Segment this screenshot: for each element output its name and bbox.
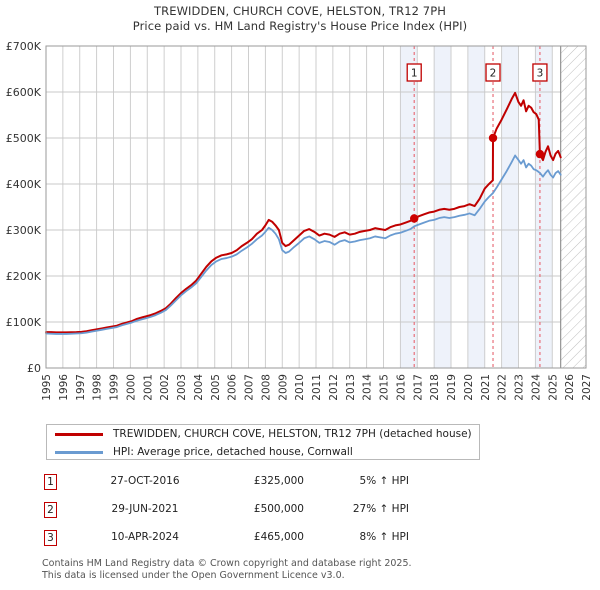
svg-text:2003: 2003 [176, 374, 188, 401]
svg-text:£100K: £100K [6, 316, 42, 329]
chart-title-block: TREWIDDEN, CHURCH COVE, HELSTON, TR12 7P… [0, 4, 600, 34]
svg-text:2002: 2002 [159, 374, 171, 401]
svg-text:2016: 2016 [395, 374, 407, 401]
transaction-hpi-delta: 27% ↑ HPI [352, 503, 409, 515]
svg-text:2011: 2011 [311, 374, 323, 401]
svg-text:1996: 1996 [58, 374, 70, 401]
page-subtitle: Price paid vs. HM Land Registry's House … [132, 19, 468, 33]
transaction-marker-badges: 1 2 3 [406, 63, 548, 82]
footer-line-1: Contains HM Land Registry data © Crown c… [42, 558, 412, 569]
svg-text:2018: 2018 [429, 374, 441, 401]
svg-text:1995: 1995 [41, 374, 53, 401]
transaction-price: £465,000 [253, 531, 304, 543]
svg-text:2014: 2014 [362, 374, 374, 401]
table-row: 3 10-APR-2024 £465,000 8% ↑ HPI [44, 528, 464, 556]
svg-text:2005: 2005 [210, 374, 222, 401]
svg-text:2: 2 [490, 68, 497, 80]
series-lines [45, 91, 562, 335]
svg-text:£600K: £600K [6, 86, 42, 99]
svg-text:2013: 2013 [345, 374, 357, 401]
page-title: TREWIDDEN, CHURCH COVE, HELSTON, TR12 7P… [153, 4, 446, 18]
svg-text:2024: 2024 [530, 374, 542, 401]
transactions-table: 1 27-OCT-2016 £325,000 5% ↑ HPI 2 29-JUN-2021… [44, 472, 464, 556]
svg-text:2000: 2000 [125, 374, 137, 401]
svg-text:1: 1 [411, 68, 418, 80]
svg-text:1999: 1999 [109, 374, 121, 401]
transaction-date: 29-JUN-2021 [111, 503, 179, 515]
table-row: 2 29-JUN-2021 £500,000 27% ↑ HPI [44, 500, 464, 528]
svg-text:2022: 2022 [497, 374, 509, 401]
attribution-footer: Contains HM Land Registry data © Crown c… [42, 558, 562, 581]
footer-line-2: This data is licensed under the Open Gov… [42, 569, 345, 581]
transaction-index-badge: 3 [44, 530, 57, 546]
transaction-hpi-delta: 8% ↑ HPI [359, 531, 409, 543]
legend-label-hpi: HPI: Average price, detached house, Corn… [113, 446, 353, 458]
transaction-index-badge: 2 [44, 502, 57, 518]
svg-text:2019: 2019 [446, 374, 458, 401]
svg-text:2012: 2012 [328, 374, 340, 401]
svg-text:£200K: £200K [6, 270, 42, 283]
svg-text:2001: 2001 [142, 374, 154, 401]
forecast-hatch-region [560, 46, 586, 368]
svg-text:2020: 2020 [463, 374, 475, 401]
svg-text:3: 3 [537, 68, 544, 80]
svg-text:2015: 2015 [379, 374, 391, 401]
svg-text:£500K: £500K [6, 132, 42, 145]
svg-text:1998: 1998 [92, 374, 104, 401]
transaction-hpi-delta: 5% ↑ HPI [359, 475, 409, 487]
svg-text:2017: 2017 [412, 374, 424, 401]
axis-frame [45, 45, 587, 369]
chart-legend: TREWIDDEN, CHURCH COVE, HELSTON, TR12 7P… [46, 424, 480, 460]
legend-item-property: TREWIDDEN, CHURCH COVE, HELSTON, TR12 7P… [47, 425, 479, 443]
legend-swatch-property [55, 432, 103, 436]
transaction-index-badge: 1 [44, 474, 57, 490]
svg-text:2027: 2027 [581, 374, 593, 401]
svg-text:2023: 2023 [514, 374, 526, 401]
svg-text:1997: 1997 [75, 374, 87, 401]
legend-label-property: TREWIDDEN, CHURCH COVE, HELSTON, TR12 7P… [113, 428, 472, 440]
svg-text:2008: 2008 [260, 374, 272, 401]
transaction-price: £325,000 [253, 475, 304, 487]
transaction-marker-dots [410, 133, 545, 223]
transaction-date: 10-APR-2024 [111, 531, 179, 543]
svg-text:2007: 2007 [244, 374, 256, 401]
y-axis-labels: £0 £100K £200K £300K £400K £500K £600K £700K [6, 40, 42, 375]
svg-text:£700K: £700K [6, 40, 42, 53]
svg-text:2025: 2025 [547, 374, 559, 401]
svg-text:2009: 2009 [277, 374, 289, 401]
svg-text:2026: 2026 [564, 374, 576, 401]
svg-text:£300K: £300K [6, 224, 42, 237]
svg-text:2004: 2004 [193, 374, 205, 401]
legend-item-hpi: HPI: Average price, detached house, Corn… [47, 443, 479, 461]
transaction-date: 27-OCT-2016 [110, 475, 180, 487]
legend-swatch-hpi [55, 450, 103, 454]
svg-text:£400K: £400K [6, 178, 42, 191]
svg-text:£0: £0 [27, 362, 41, 375]
svg-text:2021: 2021 [480, 374, 492, 401]
table-row: 1 27-OCT-2016 £325,000 5% ↑ HPI [44, 472, 464, 500]
svg-text:2006: 2006 [227, 374, 239, 401]
transaction-price: £500,000 [253, 503, 304, 515]
svg-text:2010: 2010 [294, 374, 306, 401]
x-axis-labels: 1995 1996 1997 1998 1999 2000 2001 2002 2003 2004… [41, 374, 593, 401]
